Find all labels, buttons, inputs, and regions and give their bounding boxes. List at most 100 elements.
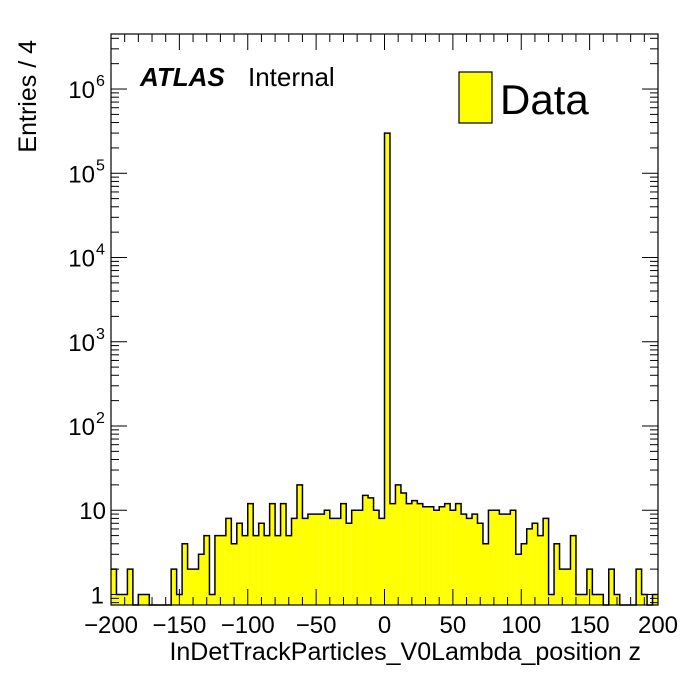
- histogram-bar: [439, 506, 445, 605]
- histogram-bar: [608, 569, 615, 605]
- histogram-bar: [510, 510, 516, 605]
- histogram-bar: [346, 523, 352, 605]
- y-tick-exponent: 4: [96, 242, 105, 259]
- histogram-bar: [143, 594, 150, 605]
- histogram-bar: [592, 594, 598, 605]
- histogram-bar: [220, 535, 226, 605]
- x-tick-label: −200: [84, 612, 138, 639]
- histogram-bar: [302, 518, 308, 605]
- histogram-bar: [488, 510, 494, 605]
- histogram-bar: [521, 543, 527, 605]
- histogram-bar: [515, 554, 522, 605]
- y-tick-label: 10: [68, 414, 95, 441]
- histogram-bar: [504, 514, 511, 605]
- histogram-bar: [329, 518, 336, 605]
- histogram-bar: [269, 503, 276, 605]
- histogram-bar: [559, 569, 566, 605]
- histogram-bar: [335, 518, 341, 605]
- histogram-bar: [242, 535, 248, 605]
- histogram-bar: [203, 535, 210, 605]
- x-tick-label: 100: [501, 612, 541, 639]
- histogram-bar: [362, 495, 369, 605]
- histogram-bar: [400, 493, 407, 605]
- histogram-bar: [214, 535, 221, 605]
- histogram-bar: [406, 503, 412, 605]
- histogram-bar: [357, 510, 363, 605]
- histogram-bar: [543, 518, 549, 605]
- histogram-bar: [275, 535, 281, 605]
- x-tick-label: 50: [440, 612, 467, 639]
- histogram-bar: [532, 523, 538, 605]
- histogram-bar: [138, 594, 144, 605]
- y-tick-label: 10: [68, 246, 95, 273]
- histogram-bar: [472, 514, 478, 605]
- histogram-bar: [482, 543, 489, 605]
- y-tick-exponent: 5: [96, 157, 105, 174]
- histogram-bar: [565, 569, 571, 605]
- histogram-bar: [258, 523, 265, 605]
- histogram-bar: [597, 594, 604, 605]
- x-tick-label: −100: [221, 612, 275, 639]
- histogram-bar: [575, 594, 582, 605]
- histogram-bar: [193, 569, 199, 605]
- atlas-experiment-label: ATLAS: [139, 62, 225, 92]
- histogram-bar: [450, 510, 456, 605]
- x-tick-label: 150: [570, 612, 610, 639]
- histogram-bar: [433, 510, 440, 605]
- histogram-bar: [286, 535, 292, 605]
- histogram-bar: [225, 518, 232, 605]
- histogram-bar: [127, 569, 133, 605]
- histogram-bar: [526, 528, 533, 605]
- x-tick-label: 0: [378, 612, 391, 639]
- x-axis-label: InDetTrackParticles_V0Lambda_position z: [169, 638, 641, 666]
- legend: Data: [458, 71, 589, 124]
- histogram-bar: [493, 510, 500, 605]
- histogram-bar: [548, 594, 555, 605]
- histogram-bar: [570, 535, 576, 605]
- legend-swatch-data: [458, 71, 493, 124]
- histogram-bar: [368, 497, 374, 605]
- histogram-bar: [389, 503, 396, 605]
- histogram-bar: [351, 510, 358, 605]
- histogram-bar: [422, 506, 429, 605]
- histogram-bar: [379, 518, 385, 605]
- histogram-bar: [537, 535, 544, 605]
- histogram-bar: [253, 535, 259, 605]
- histogram-bar: [417, 503, 423, 605]
- histogram-bar: [455, 503, 462, 605]
- histogram-bar: [264, 535, 270, 605]
- histogram-bar: [209, 594, 215, 605]
- y-axis-label: Entries / 4: [14, 40, 42, 153]
- y-tick-label: 10: [68, 77, 95, 104]
- histogram-bar: [198, 554, 204, 605]
- axis-ticks: [110, 34, 659, 605]
- histogram-bar: [313, 514, 319, 605]
- histogram-bar: [318, 514, 325, 605]
- histogram-bar: [187, 569, 194, 605]
- histogram-bar: [499, 514, 505, 605]
- y-tick-exponent: 3: [96, 326, 105, 343]
- histogram-bar: [554, 543, 560, 605]
- x-tick-label: 200: [638, 612, 678, 639]
- legend-label-data: Data: [500, 76, 589, 123]
- histogram-bar: [236, 523, 243, 605]
- histogram-bar: [373, 510, 380, 605]
- x-tick-label: −50: [296, 612, 337, 639]
- y-tick-label: 10: [79, 498, 106, 525]
- histogram-outline: [111, 132, 658, 606]
- histogram-bar: [444, 503, 451, 605]
- histogram-bar: [324, 510, 330, 605]
- histogram-bar: [395, 484, 401, 605]
- x-tick-label: −150: [152, 612, 206, 639]
- y-tick-label: 10: [68, 161, 95, 188]
- histogram-bar: [307, 514, 314, 605]
- histogram-bar: [116, 594, 122, 605]
- histogram-bar: [428, 506, 434, 605]
- histogram-bar: [340, 503, 347, 605]
- histogram-bar: [247, 503, 254, 605]
- atlas-label: ATLAS Internal: [139, 62, 335, 92]
- histogram-bars: [111, 133, 658, 605]
- x-tick-labels: −200 −150 −100 −50 0 50 100 150 200: [84, 612, 678, 639]
- histogram-bar: [581, 594, 587, 605]
